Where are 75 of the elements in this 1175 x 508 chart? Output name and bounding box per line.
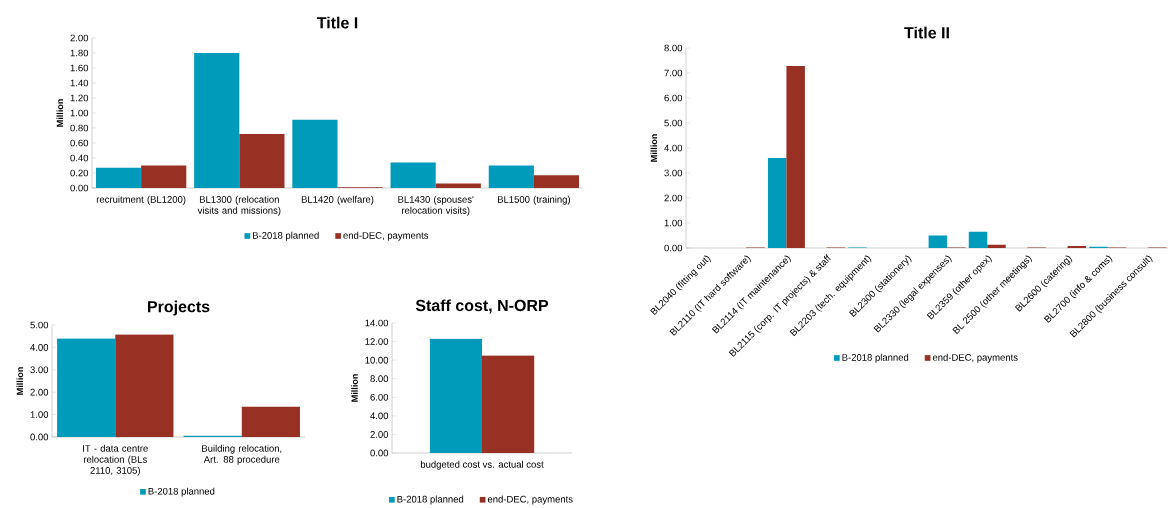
legend-label: end-DEC, payments [932,353,1018,363]
y-tick-label: 5.00 [30,321,49,329]
bar [987,244,1006,248]
y-tick-label: 12.00 [365,338,389,345]
y-tick-label: 1.00 [664,219,683,227]
y-tick-label: 1.40 [70,79,89,87]
bar [533,175,580,188]
y-tick-label: 1.80 [70,49,89,57]
y-tick-label: 0.80 [70,124,89,132]
y-tick-label: 1.00 [70,109,89,117]
y-tick-label: 3.00 [664,169,683,177]
bar [239,133,285,188]
y-tick-label: 0.00 [370,449,389,457]
x-tick-label: budgeted cost vs. actual cost [420,460,544,470]
x-tick-label: BL1300 (relocation visits and missions) [197,195,281,216]
y-tick-label: 14.00 [365,319,389,327]
bar [968,231,988,248]
y-tick-label: 1.00 [30,411,49,418]
y-tick-label: 4.00 [30,344,49,351]
bar [767,157,787,248]
y-tick-label: 2.00 [370,431,389,438]
y-tick-label: 5.00 [664,119,683,127]
y-tick-label: 6.00 [370,393,389,401]
bar [786,65,805,248]
chart-title: Title II [904,26,949,39]
bar [928,235,948,248]
y-tick-label: 2.00 [664,194,683,202]
y-axis-title: Million [650,134,658,162]
y-tick-label: 2.00 [70,34,89,42]
legend-label: B-2018 planned [397,495,464,505]
y-axis-title: Million [16,367,24,395]
y-tick-label: 0.60 [70,139,89,147]
legend-label: B-2018 planned [252,231,319,241]
y-tick-label: 0.00 [30,433,49,441]
y-axis-title: Million [351,374,358,402]
bar [1067,245,1087,248]
x-tick-label: Building relocation, Art. 88 procedure [202,444,282,465]
chart-title: Title I [316,16,358,29]
x-tick-label: BL1500 (training) [497,195,570,205]
legend-label: end-DEC, payments [487,495,573,505]
bar [115,334,174,437]
y-tick-label: 0.00 [70,184,89,192]
chart-title: Staff cost, N-ORP [415,299,549,314]
y-tick-label: 0.40 [70,154,89,162]
y-tick-label: 2.00 [30,388,49,396]
legend-label: end-DEC, payments [343,231,429,241]
legend-label: B-2018 planned [842,353,909,363]
y-tick-label: 4.00 [370,412,389,420]
bar [488,165,534,188]
y-tick-label: 1.20 [70,94,89,102]
y-tick-label: 3.00 [30,366,49,374]
x-tick-label: IT - data centre relocation (BLs 2110, 3105) [83,444,148,476]
x-tick-label: BL1420 (welfare) [301,195,374,205]
y-tick-label: 6.00 [664,94,683,102]
chart-title: Projects [148,300,210,316]
y-tick-label: 0.00 [664,244,683,252]
bar [194,52,240,188]
y-tick-label: 1.60 [70,64,89,72]
bar [57,338,116,437]
y-tick-label: 10.00 [365,356,389,364]
bar [435,183,481,188]
bar [241,406,300,437]
x-tick-label: BL1430 (spouses' relocation visits) [398,195,474,216]
y-tick-label: 8.00 [664,44,683,52]
legend-label: B-2018 planned [148,487,215,497]
bar [390,162,436,188]
y-tick-label: 0.20 [70,169,89,177]
x-tick-label: recruitment (BL1200) [96,195,186,205]
y-tick-label: 4.00 [664,144,683,152]
y-tick-label: 8.00 [370,375,389,383]
y-tick-label: 7.00 [664,69,683,77]
bar [95,167,142,188]
bar [292,119,338,188]
bar [141,165,187,188]
y-axis-title: Million [56,99,64,127]
